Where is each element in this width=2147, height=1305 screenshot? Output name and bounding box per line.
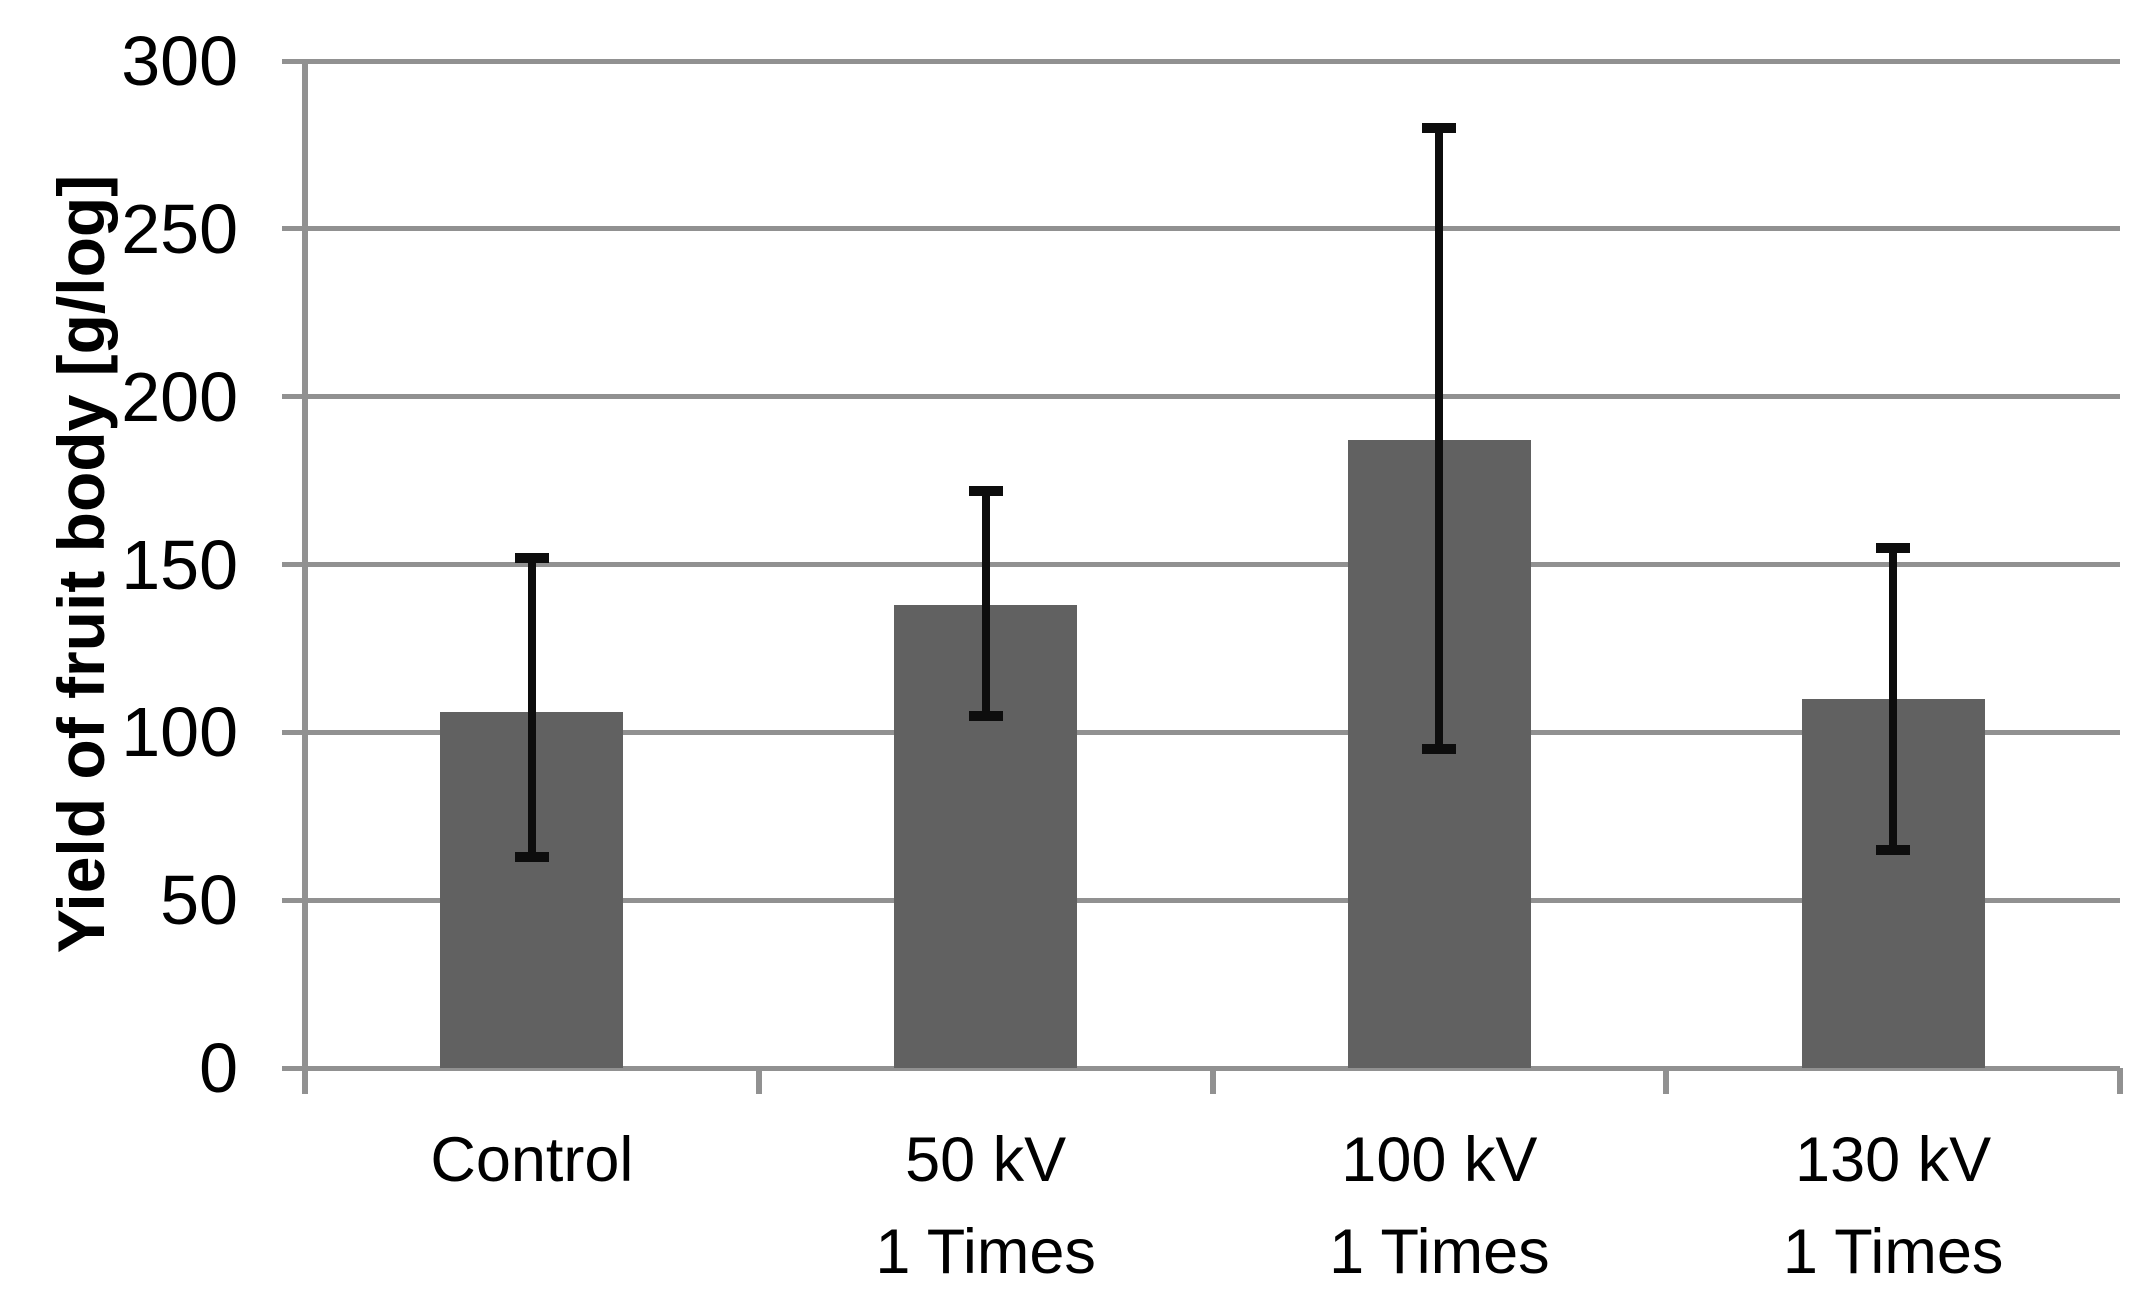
- y-tick-mark: [282, 394, 305, 400]
- error-bar-cap-bottom: [514, 851, 549, 862]
- gridline: [305, 562, 2120, 567]
- error-bar-cap-bottom: [968, 710, 1003, 721]
- x-tick-mark: [1663, 1068, 1670, 1094]
- error-bar-cap-top: [514, 552, 549, 563]
- y-tick-label: 100: [121, 693, 238, 772]
- y-tick-label: 300: [121, 22, 238, 100]
- y-tick-mark: [282, 729, 305, 735]
- y-tick-label: 50: [160, 861, 238, 940]
- error-bar: [981, 490, 990, 716]
- error-bar-cap-top: [968, 485, 1003, 496]
- x-tick-mark: [755, 1068, 762, 1094]
- error-bar-cap-bottom: [1422, 744, 1457, 755]
- y-tick-label: 200: [121, 357, 238, 436]
- y-tick-mark: [282, 226, 305, 232]
- error-bar: [1435, 128, 1444, 750]
- error-bar-cap-top: [1876, 542, 1911, 553]
- gridline: [305, 226, 2120, 232]
- error-bar: [527, 557, 536, 857]
- error-bar-cap-top: [1422, 123, 1457, 134]
- error-bar: [1889, 547, 1898, 850]
- x-tick-mark: [2117, 1068, 2123, 1094]
- x-category-label: Control: [430, 1125, 634, 1195]
- x-tick-mark: [1209, 1068, 1216, 1094]
- x-category-label: 1 Times: [875, 1217, 1096, 1287]
- y-tick-mark: [282, 562, 305, 567]
- x-category-label: 130 kV: [1795, 1125, 1992, 1195]
- gridline: [305, 729, 2120, 735]
- error-bar-cap-bottom: [1876, 844, 1911, 855]
- x-tick-mark: [302, 1068, 308, 1094]
- x-category-label: 50 kV: [905, 1125, 1067, 1195]
- y-tick-mark: [282, 1065, 305, 1071]
- gridline: [305, 394, 2120, 400]
- y-tick-mark: [282, 897, 305, 903]
- y-axis-line: [302, 61, 308, 1094]
- x-category-label: 1 Times: [1329, 1217, 1550, 1287]
- y-tick-label: 0: [199, 1029, 238, 1107]
- x-category-label: 1 Times: [1782, 1217, 2004, 1287]
- x-category-label: 100 kV: [1341, 1125, 1538, 1195]
- y-tick-label: 150: [121, 525, 238, 604]
- gridline: [305, 897, 2120, 903]
- y-tick-label: 250: [121, 189, 238, 268]
- gridline: [305, 58, 2120, 64]
- y-tick-mark: [282, 58, 305, 64]
